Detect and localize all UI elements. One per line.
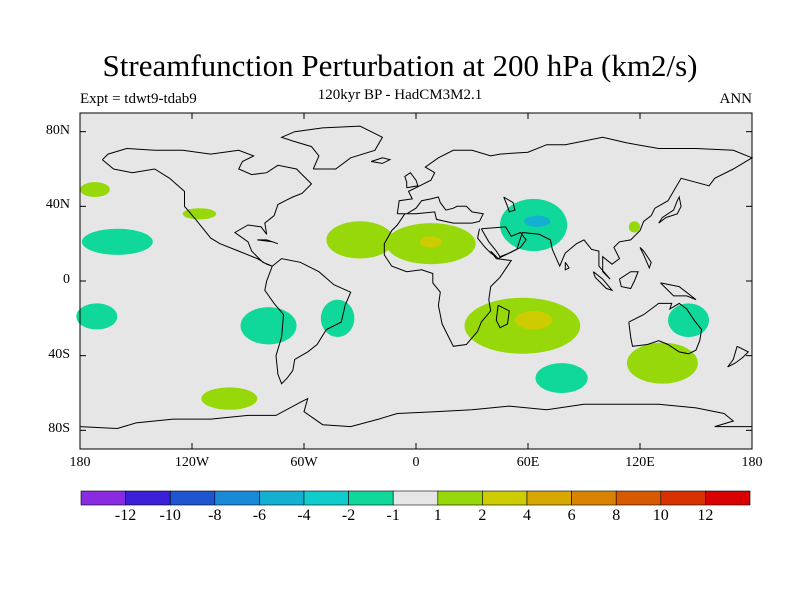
borneo-coast (619, 271, 639, 290)
cuba-coast (257, 239, 279, 245)
colorbar-label: 6 (567, 507, 576, 524)
anomaly-n-pacific-east-green (80, 182, 110, 198)
lon-label: 180 (741, 455, 763, 470)
new-guinea-coast (660, 282, 697, 301)
colorbar-swatch (482, 490, 528, 506)
colorbar-swatch (437, 490, 483, 506)
sri-lanka-coast (564, 262, 570, 271)
japan-coast (658, 195, 682, 224)
colorbar-swatch (660, 490, 706, 506)
colorbar-swatch (80, 490, 126, 506)
anomaly-s-pacific-cyan (76, 303, 118, 330)
colorbar-label: -12 (114, 507, 137, 524)
colorbar-label: -2 (341, 507, 356, 524)
anomaly-n-america-green (182, 208, 217, 220)
lon-label: 120W (174, 455, 210, 470)
anomaly-s-atlantic-cyan (320, 299, 355, 338)
colorbar-swatch (125, 490, 171, 506)
uk-coast (404, 172, 419, 189)
page-title: Streamfunction Perturbation at 200 hPa (… (102, 48, 698, 83)
colorbar-swatch (526, 490, 572, 506)
lat-label: 40S (48, 346, 70, 362)
colorbar (80, 490, 751, 506)
colorbar-swatch (303, 490, 349, 506)
madagascar-coast (495, 304, 510, 329)
anomaly-australia-cyan (668, 303, 710, 338)
lat-label: 0 (63, 272, 70, 287)
colorbar-label: -6 (252, 507, 267, 524)
lat-label: 80S (48, 421, 70, 437)
colorbar-label: -8 (208, 507, 222, 524)
subtitle-label: 120kyr BP - HadCM3M2.1 (317, 87, 483, 103)
colorbar-label: 8 (612, 507, 621, 524)
colorbar-swatch (615, 490, 662, 506)
colorbar-swatch (259, 490, 305, 506)
colorbar-label: 10 (652, 507, 669, 524)
anomaly-s-america-cyan (240, 307, 297, 345)
colorbar-label: 1 (433, 507, 442, 524)
sumatra-coast (592, 271, 614, 292)
lat-label: 80N (45, 122, 70, 138)
lon-label: 60W (290, 455, 318, 470)
colorbar-swatch (571, 490, 617, 506)
anomaly-s-pacific-green-low (201, 387, 258, 410)
lon-label: 120E (625, 455, 655, 470)
colorbar-label: 12 (697, 507, 714, 524)
experiment-label: Expt = tdwt9-tdab9 (80, 91, 197, 107)
colorbar-label: 2 (478, 507, 487, 524)
anomaly-s-indian-cyan (535, 363, 588, 394)
colorbar-label: -10 (159, 507, 181, 524)
colorbar-label: -4 (297, 507, 311, 524)
greenland-coast (280, 125, 384, 170)
anomaly-atlantic-green (326, 221, 394, 259)
colorbar-swatch (214, 490, 260, 506)
colorbar-label: 4 (523, 507, 531, 524)
lat-label: 40N (45, 197, 70, 213)
anomaly-central-pacific-cyan (81, 228, 153, 255)
philippines-coast (639, 247, 652, 270)
colorbar-swatch (348, 490, 394, 506)
south-america-coast (264, 258, 352, 385)
australia-coast (628, 302, 703, 355)
anomaly-asia-blue-core (524, 215, 551, 227)
new-zealand-coast (727, 345, 750, 368)
colorbar-swatch (392, 490, 439, 506)
lon-label: 0 (412, 455, 420, 470)
eurasia-africa-coast (383, 136, 754, 347)
season-label: ANN (719, 91, 753, 107)
colorbar-swatch (169, 490, 216, 506)
anomaly-indian-ocean-yellow (514, 310, 553, 330)
lon-label: 180 (69, 455, 91, 470)
arabia-coast (480, 226, 527, 258)
coastline-layer (79, 125, 754, 430)
caspian-coast (503, 196, 516, 213)
colorbar-label: -1 (386, 507, 400, 524)
map-background (80, 113, 752, 449)
red-sea-coast (477, 228, 497, 258)
anomaly-australia-green (626, 342, 698, 384)
anomaly-africa-yellow (419, 236, 443, 248)
anomaly-china-green (628, 221, 641, 233)
lon-label: 60E (516, 455, 540, 470)
antarctica-coast (79, 397, 752, 430)
colorbar-swatch (705, 490, 751, 506)
north-america-coast (102, 147, 313, 267)
iceland-coast (371, 157, 392, 164)
tick-layer (79, 113, 753, 449)
